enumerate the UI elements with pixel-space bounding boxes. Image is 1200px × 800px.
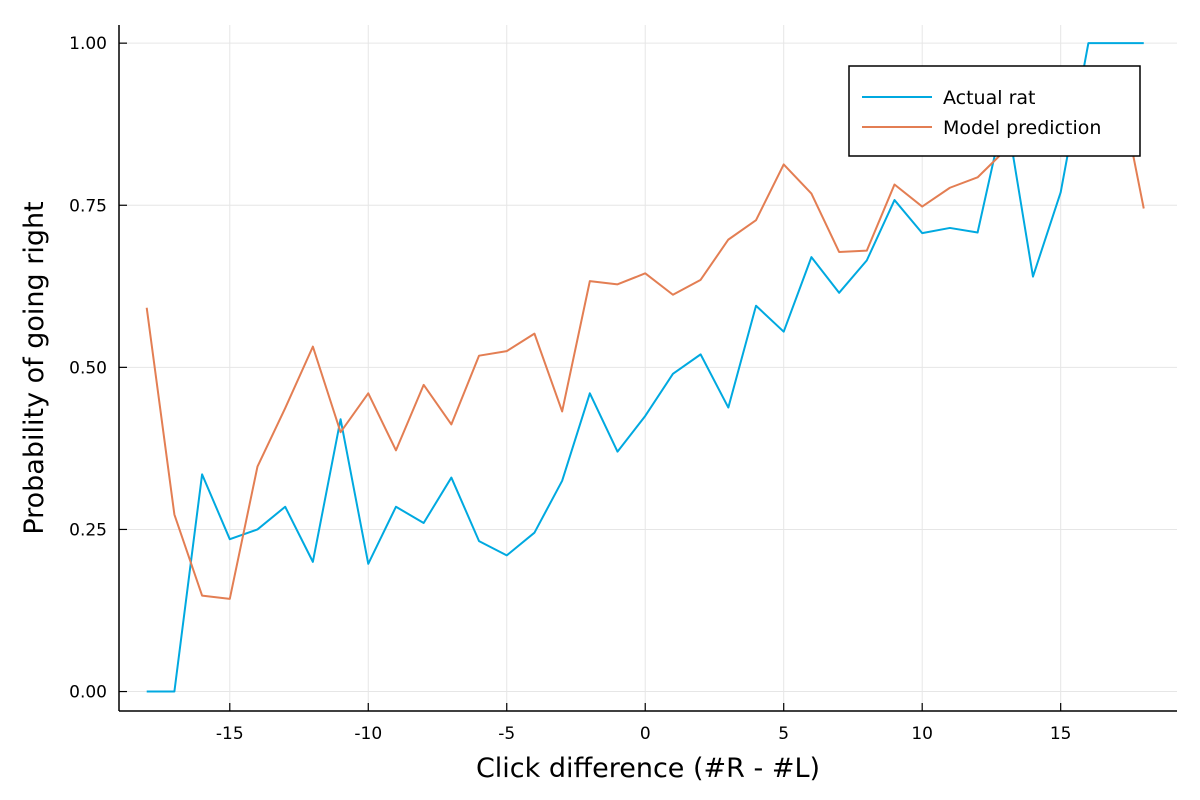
legend-label-model-prediction: Model prediction	[943, 117, 1101, 139]
axes	[118, 25, 1177, 712]
ticks: -15 -10 -5 0 5 10 15 0.00 0.25 0.50 0.75 1.00	[69, 34, 1071, 744]
series-line-actual-rat	[146, 42, 1144, 693]
x-tick-label: -10	[354, 724, 382, 744]
x-tick-label: 5	[778, 724, 789, 744]
x-axis-label: Click difference (#R - #L)	[476, 753, 820, 784]
legend-box	[848, 65, 1141, 157]
x-tick-label: -5	[498, 724, 515, 744]
y-tick-label: 0.50	[69, 358, 107, 378]
y-tick-label: 1.00	[69, 34, 107, 54]
y-tick-label: 0.75	[69, 196, 107, 216]
x-tick-label: 10	[911, 724, 933, 744]
y-tick-label: 0.25	[69, 520, 107, 540]
x-tick-label: 0	[640, 724, 651, 744]
series-lines	[145, 42, 1145, 693]
legend-label-actual-rat: Actual rat	[943, 87, 1035, 109]
legend: Actual rat Model prediction	[848, 65, 1141, 157]
x-tick-label: 15	[1050, 724, 1072, 744]
series-line-model-prediction	[145, 68, 1145, 600]
y-axis-label: Probability of going right	[19, 201, 50, 534]
x-tick-label: -15	[216, 724, 244, 744]
y-tick-label: 0.00	[69, 683, 107, 703]
